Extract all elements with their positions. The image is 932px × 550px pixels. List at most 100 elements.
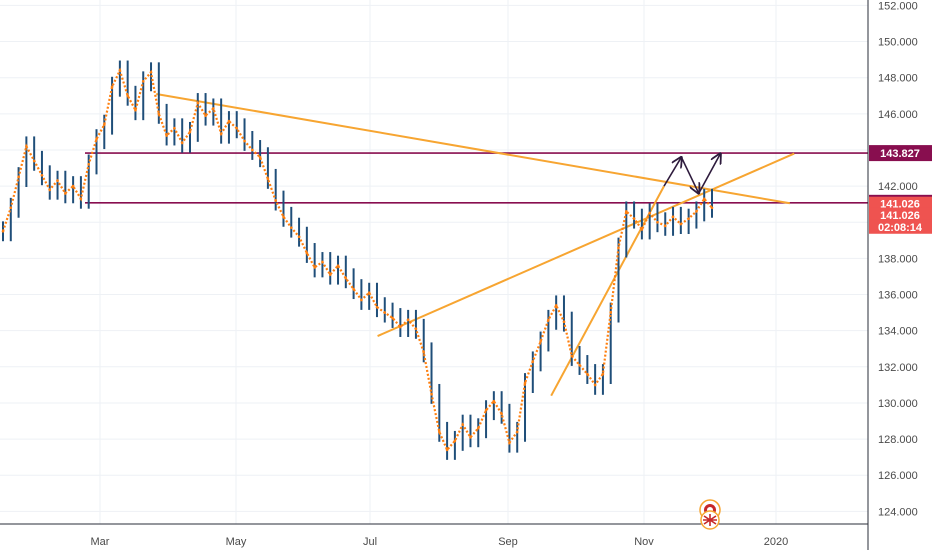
price-point: [547, 318, 550, 322]
price-series: [1, 60, 714, 460]
price-point: [570, 354, 574, 358]
y-tick-label: 142.000: [878, 181, 918, 193]
price-point: [180, 141, 184, 145]
price-point: [593, 383, 597, 387]
price-point: [617, 246, 620, 249]
price-point: [554, 304, 558, 307]
level-tag: [869, 145, 932, 162]
price-point: [679, 222, 683, 226]
price-point: [282, 215, 285, 219]
y-tick-label: 134.000: [878, 326, 918, 338]
price-point: [9, 206, 13, 210]
price-point: [266, 177, 270, 181]
projection-arrows: [663, 154, 721, 194]
price-point: [375, 305, 379, 309]
price-point: [79, 197, 83, 201]
price-point: [383, 311, 387, 314]
price-point: [391, 316, 394, 320]
price-point: [134, 108, 137, 112]
price-point: [586, 372, 589, 376]
price-point: [297, 235, 301, 239]
x-tick-label: Sep: [498, 536, 518, 548]
x-tick-label: Mar: [91, 536, 110, 548]
price-point: [492, 399, 496, 403]
price-point: [624, 210, 628, 213]
price-point: [562, 320, 566, 323]
price-point: [87, 163, 91, 166]
price-point: [227, 119, 231, 123]
price-point: [515, 430, 519, 434]
price-point: [32, 159, 36, 163]
price-tag-label: 141.026: [880, 210, 920, 222]
price-point: [313, 266, 316, 269]
price-point: [500, 412, 503, 416]
price-point: [445, 448, 449, 452]
price-point: [656, 220, 659, 224]
price-point: [235, 126, 239, 130]
price-point: [258, 155, 262, 159]
price-point: [702, 197, 706, 201]
price-point: [523, 381, 527, 385]
price-point: [663, 224, 667, 228]
price-point: [71, 184, 75, 188]
price-point: [648, 211, 651, 215]
price-point: [188, 130, 192, 134]
price-point: [102, 123, 106, 126]
price-point: [149, 70, 153, 74]
trendlines: [156, 92, 795, 397]
price-point: [173, 126, 176, 130]
price-point: [484, 408, 488, 412]
rising-support-steep: [550, 185, 665, 397]
x-tick-label: 2020: [764, 536, 788, 548]
chart-grid: [0, 0, 868, 524]
projection-arrow: [698, 154, 721, 194]
price-point: [640, 228, 644, 231]
price-point: [578, 363, 581, 367]
price-point: [305, 251, 309, 255]
price-point: [336, 264, 340, 267]
price-point: [469, 435, 472, 439]
price-point: [367, 291, 371, 295]
price-point: [243, 139, 246, 143]
price-point: [352, 287, 355, 291]
price-tag: [869, 196, 932, 211]
price-point: [422, 351, 426, 354]
price-axis: 124.000 126.000 128.000 130.000 132.000 134.0…: [867, 0, 918, 550]
price-point: [695, 210, 698, 213]
price-point: [118, 69, 122, 72]
level-tag-label: 143.827: [880, 148, 920, 160]
price-point: [126, 94, 129, 98]
price-point: [687, 217, 690, 220]
price-point: [1, 229, 5, 233]
price-point: [531, 360, 535, 363]
calendar-event-icon[interactable]: [700, 510, 720, 530]
y-tick-label: 148.000: [878, 73, 918, 85]
price-point: [508, 441, 511, 444]
y-tick-label: 136.000: [878, 290, 918, 302]
price-point: [539, 340, 542, 343]
price-point: [438, 430, 441, 434]
price-point: [476, 426, 480, 430]
price-tag-label: 141.026: [880, 199, 920, 211]
price-point: [110, 85, 114, 89]
price-point: [328, 273, 332, 276]
price-point: [25, 145, 28, 148]
horizontal-levels: [85, 152, 868, 204]
y-tick-label: 146.000: [878, 109, 918, 121]
rising-support-shallow: [377, 152, 795, 337]
price-point: [289, 226, 293, 229]
y-tick-label: 128.000: [878, 434, 918, 446]
projection-arrow: [680, 156, 698, 193]
x-tick-label: Jul: [363, 536, 377, 548]
price-point: [671, 215, 675, 219]
projection-arrow: [663, 157, 681, 187]
price-point: [196, 101, 200, 105]
descending-resistance: [156, 92, 791, 205]
price-point: [219, 132, 223, 136]
price-point: [414, 327, 418, 331]
y-tick-label: 130.000: [878, 398, 918, 410]
price-point: [212, 107, 215, 110]
y-tick-label: 132.000: [878, 362, 918, 374]
